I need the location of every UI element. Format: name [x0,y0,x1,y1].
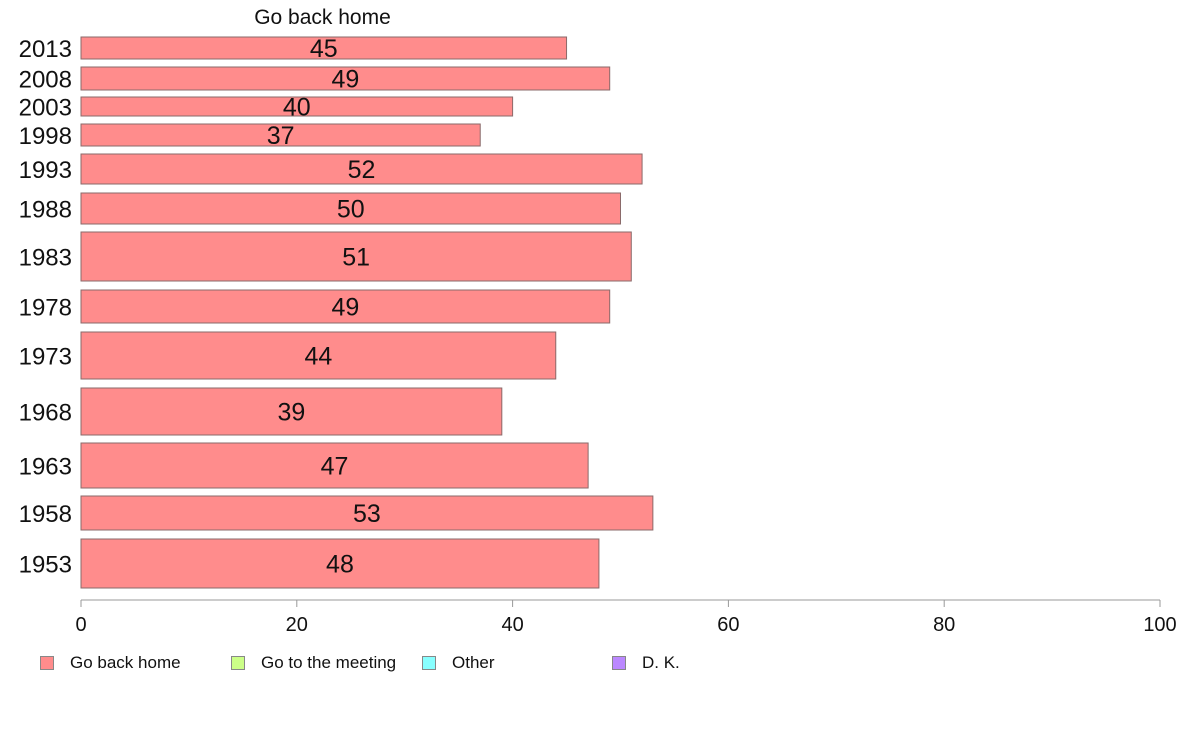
data-label-1983: 51 [342,244,370,272]
bar-1993 [80,153,643,185]
x-tick-label-100: 100 [1143,614,1176,636]
bar-1998 [80,123,481,147]
data-label-1958: 53 [353,500,381,528]
bar-1958 [80,495,654,531]
y-tick-label-1958: 1958 [19,501,72,528]
data-label-2003: 40 [283,94,311,122]
legend: Go back home Go to the meeting Other D. … [0,653,1188,675]
bar-2008 [80,66,611,91]
legend-item-go-to-the-meeting: Go to the meeting [231,653,396,673]
y-tick-label-2013: 2013 [19,36,72,63]
y-tick-label-1973: 1973 [19,344,72,371]
data-label-1963: 47 [321,453,349,481]
y-tick-label-1968: 1968 [19,400,72,427]
y-tick-label-1963: 1963 [19,454,72,481]
bar-1988 [80,192,621,225]
bar-1968 [80,387,503,436]
legend-swatch-dk [612,656,626,670]
x-tick-label-20: 20 [286,614,308,636]
data-label-1993: 52 [348,156,376,184]
legend-label-other: Other [452,653,495,672]
legend-swatch-go-to-the-meeting [231,656,245,670]
x-tick-label-60: 60 [717,614,739,636]
data-label-1968: 39 [277,399,305,427]
legend-swatch-go-back-home [40,656,54,670]
bar-1983 [80,231,632,282]
y-tick-label-2008: 2008 [19,67,72,94]
legend-label-go-back-home: Go back home [70,653,181,672]
x-tick-label-0: 0 [75,614,86,636]
bar-1978 [80,289,611,324]
bar-1963 [80,442,589,489]
data-label-1998: 37 [267,122,295,150]
bar-2013 [80,36,568,60]
data-label-2008: 49 [331,66,359,94]
data-label-1978: 49 [331,294,359,322]
data-label-1973: 44 [304,343,332,371]
y-tick-label-1993: 1993 [19,157,72,184]
data-label-2013: 45 [310,35,338,63]
data-label-1953: 48 [326,551,354,579]
y-tick-label-1983: 1983 [19,245,72,272]
data-label-1988: 50 [337,196,365,224]
bar-2003 [80,96,514,117]
x-tick-label-80: 80 [933,614,955,636]
chart-title: Go back home [254,6,391,29]
y-tick-label-1978: 1978 [19,295,72,322]
legend-item-go-back-home: Go back home [40,653,181,673]
legend-swatch-other [422,656,436,670]
x-tick-label-40: 40 [501,614,523,636]
legend-label-dk: D. K. [642,653,680,672]
y-tick-label-1953: 1953 [19,552,72,579]
legend-label-go-to-the-meeting: Go to the meeting [261,653,397,672]
legend-item-other: Other [422,653,495,673]
y-tick-label-1988: 1988 [19,197,72,224]
bar-1953 [80,538,600,589]
y-tick-label-2003: 2003 [19,95,72,122]
bar-1973 [80,331,557,380]
legend-item-dk: D. K. [612,653,680,673]
y-tick-label-1998: 1998 [19,123,72,150]
